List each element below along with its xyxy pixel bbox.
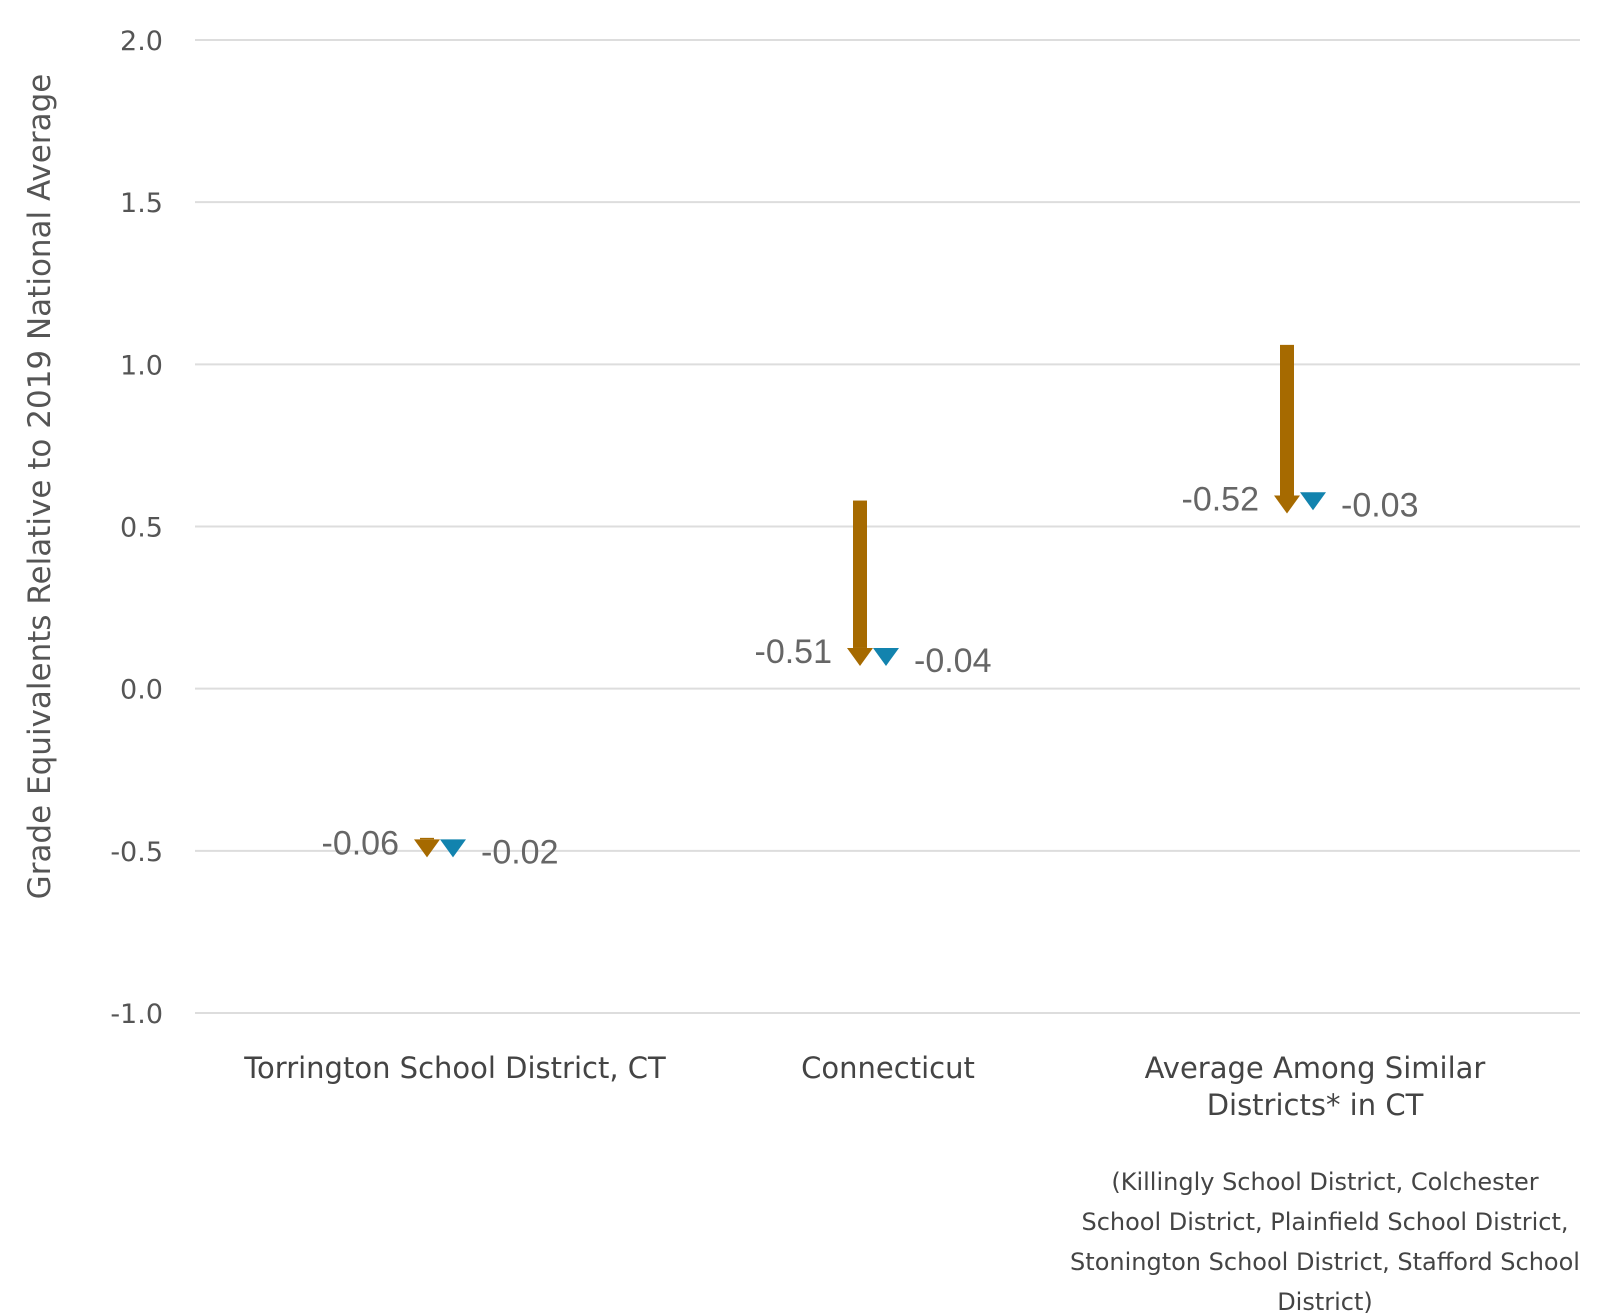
category-label: Torrington School District, CT (243, 1051, 666, 1085)
arrow-mark: -0.04 (873, 642, 992, 680)
data-label: -0.06 (322, 824, 400, 862)
arrow-mark: -0.02 (440, 833, 559, 871)
arrow-head (847, 647, 873, 666)
arrow-head (414, 839, 440, 858)
category-note: (Killingly School District, Colchester (1111, 1168, 1538, 1196)
arrow-mark: -0.06 (322, 824, 440, 862)
data-label: -0.04 (914, 642, 992, 680)
y-tick-label: 2.0 (120, 26, 163, 57)
category-label: Average Among Similar (1145, 1051, 1486, 1085)
grid-lines (195, 39, 1580, 1014)
y-tick-label: 1.0 (120, 350, 163, 381)
arrow-head (440, 839, 466, 858)
arrow-mark: -0.03 (1300, 486, 1419, 524)
y-tick-label: -0.5 (110, 837, 163, 868)
arrow-head (1300, 492, 1326, 511)
arrow-mark: -0.51 (755, 500, 873, 671)
arrow-shaft (853, 500, 867, 648)
category-label: Districts* in CT (1207, 1088, 1424, 1122)
data-label: -0.02 (481, 833, 559, 871)
arrow-mark: -0.52 (1182, 344, 1300, 519)
arrow-marks: -0.06 -0.51 -0.52 -0.02 -0.04 -0.03 (322, 344, 1419, 871)
arrow-head (1274, 495, 1300, 514)
category-note: School District, Plainfield School Distr… (1081, 1208, 1568, 1236)
y-tick-labels: 2.0 1.5 1.0 0.5 0.0 -0.5 -1.0 (110, 26, 163, 1030)
arrow-shaft (1280, 344, 1294, 496)
y-tick-label: 0.5 (120, 513, 163, 544)
arrow-shaft (420, 837, 434, 840)
data-label: -0.51 (755, 633, 833, 671)
arrow-head (873, 647, 899, 666)
data-label: -0.03 (1341, 486, 1419, 524)
category-note: Stonington School District, Stafford Sch… (1070, 1248, 1580, 1276)
y-tick-label: 1.5 (120, 188, 163, 219)
y-axis-label: Grade Equivalents Relative to 2019 Natio… (22, 74, 58, 900)
data-label: -0.52 (1182, 481, 1260, 519)
y-tick-label: 0.0 (120, 675, 163, 706)
category-note: District) (1277, 1288, 1373, 1315)
category-labels: Torrington School District, CT Connecticu… (243, 1051, 1580, 1315)
y-tick-label: -1.0 (110, 999, 163, 1030)
category-label: Connecticut (801, 1051, 975, 1085)
